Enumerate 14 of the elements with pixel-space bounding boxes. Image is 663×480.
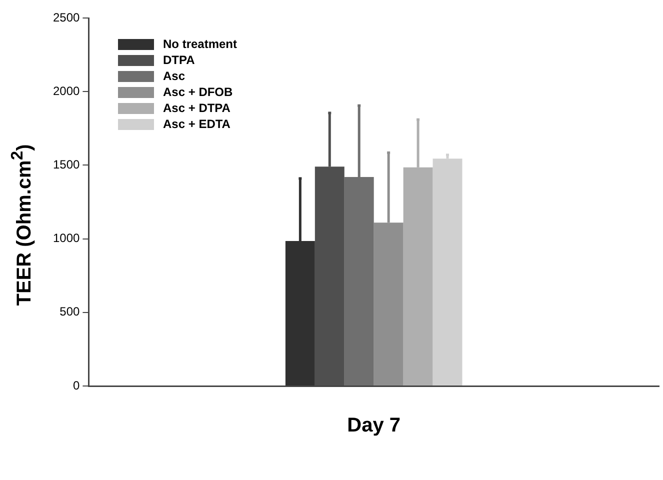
legend-label: Asc + EDTA — [163, 117, 230, 131]
y-tick-label: 500 — [60, 304, 80, 319]
x-tick-label: Day 7 — [347, 414, 401, 437]
y-tick-label: 2000 — [52, 84, 80, 98]
legend-label: No treatment — [163, 37, 238, 51]
y-tick-label: 2500 — [52, 10, 80, 24]
y-tick-label: 1500 — [52, 158, 80, 172]
y-tick-label: 1000 — [52, 231, 80, 246]
legend-label: DTPA — [163, 53, 195, 67]
y-tick-label: 0 — [73, 378, 80, 392]
legend-label: Asc + DTPA — [163, 101, 230, 115]
bar — [432, 158, 462, 386]
legend-label: Asc — [163, 69, 186, 83]
legend-label: Asc + DFOB — [163, 85, 233, 99]
